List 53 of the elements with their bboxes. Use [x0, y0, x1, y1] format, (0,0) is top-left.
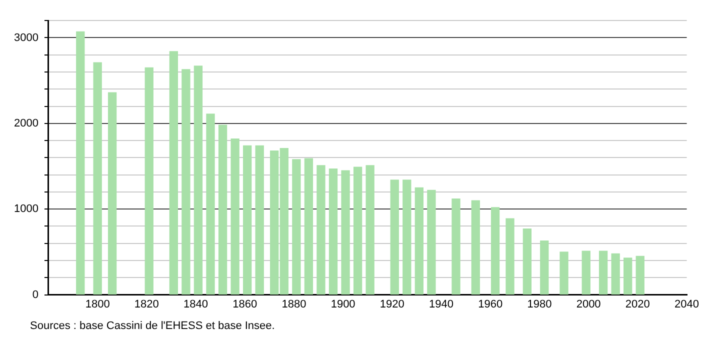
- source-note: Sources : base Cassini de l'EHESS et base Insee.: [30, 320, 276, 332]
- y-tick-label: 1000: [14, 203, 38, 216]
- x-tick-label: 1900: [330, 298, 356, 310]
- x-tick-label: 2040: [674, 298, 700, 310]
- x-tick-label: 1820: [134, 298, 159, 310]
- bar: [414, 187, 424, 295]
- bar: [624, 258, 632, 295]
- bar: [76, 31, 85, 295]
- bar: [206, 114, 215, 295]
- bar: [582, 250, 590, 295]
- bar: [304, 158, 314, 295]
- bar: [506, 218, 514, 295]
- bar: [540, 240, 549, 295]
- bar: [636, 256, 644, 295]
- bar: [108, 92, 117, 295]
- bar: [598, 250, 608, 295]
- x-tick-label: 1980: [527, 298, 552, 310]
- bar: [366, 165, 374, 295]
- bar: [427, 190, 436, 295]
- bar: [242, 145, 252, 295]
- bar: [328, 168, 338, 295]
- x-tick-label: 2000: [576, 298, 601, 310]
- x-tick-label: 1800: [85, 298, 110, 310]
- bar: [182, 69, 190, 295]
- x-tick-label: 1920: [380, 298, 404, 310]
- bar: [471, 200, 480, 295]
- x-tick-label: 1840: [184, 298, 208, 310]
- bar: [169, 51, 178, 295]
- bar: [255, 145, 264, 295]
- y-tick-label: 0: [32, 288, 38, 301]
- x-tick-label: 2020: [625, 298, 650, 310]
- bar: [194, 66, 203, 295]
- bar: [402, 180, 412, 295]
- bar: [93, 62, 102, 295]
- bar: [353, 166, 362, 295]
- y-tick-label: 2000: [14, 117, 38, 130]
- bar: [390, 180, 399, 295]
- bar: [611, 253, 620, 295]
- bar: [341, 170, 350, 295]
- bar: [522, 228, 532, 295]
- bar: [218, 124, 228, 295]
- bar: [316, 165, 326, 295]
- bar: [292, 159, 301, 295]
- bar: [230, 138, 240, 295]
- y-tick-label: 3000: [14, 32, 38, 44]
- bar: [560, 252, 568, 295]
- bar: [490, 207, 500, 295]
- bar: [452, 198, 460, 295]
- x-tick-label: 1880: [282, 298, 306, 310]
- x-tick-label: 1940: [429, 298, 454, 310]
- x-tick-label: 1960: [478, 298, 503, 310]
- x-tick-label: 1860: [232, 298, 258, 310]
- bar: [144, 67, 154, 295]
